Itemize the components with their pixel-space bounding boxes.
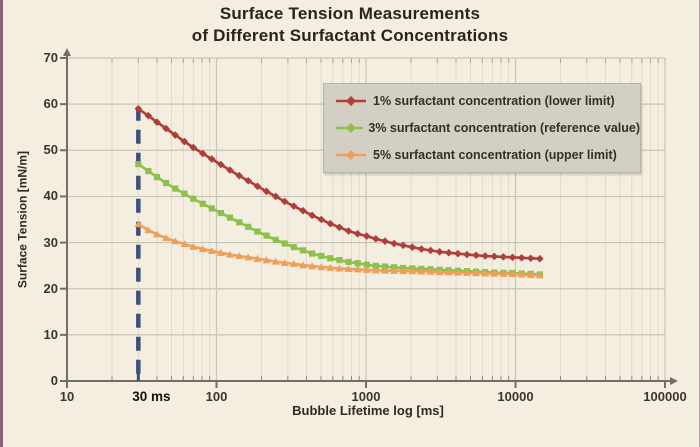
y-tick-label-30: 30	[43, 234, 58, 250]
y-tick-label-0: 0	[50, 373, 58, 388]
series-2	[135, 161, 543, 278]
chart-title: Surface Tension Measurements of Differen…	[0, 3, 700, 48]
x-tick-label-1000: 1000	[351, 389, 381, 404]
gridlines	[67, 57, 666, 381]
legend-item-1pct: 1% surfactant concentration (lower limit…	[334, 94, 640, 108]
left-edge-strip	[0, 0, 3, 447]
y-tick-label-20: 20	[43, 280, 58, 296]
x-tick-label-10000: 10000	[497, 389, 534, 404]
y-tick-label-70: 70	[43, 50, 58, 65]
legend-item-5pct: 5% surfactant concentration (upper limit…	[334, 148, 640, 162]
x-tick-label-10: 10	[59, 389, 75, 404]
legend-item-3pct: 3% surfactant concentration (reference v…	[334, 121, 640, 135]
legend: 1% surfactant concentration (lower limit…	[323, 83, 641, 173]
legend-label: 5% surfactant concentration (upper limit…	[373, 147, 617, 162]
axes	[60, 48, 678, 388]
legend-label: 3% surfactant concentration (reference v…	[368, 120, 640, 135]
legend-marker-diamond-icon	[336, 96, 366, 107]
x-tick-label-100: 100	[205, 389, 228, 404]
y-tick-label-50: 50	[43, 142, 58, 158]
legend-label: 1% surfactant concentration (lower limit…	[373, 94, 615, 109]
x-axis-title: Bubble Lifetime log [ms]	[292, 403, 444, 418]
chart-title-line2: of Different Surfactant Concentrations	[191, 26, 509, 46]
legend-marker-triangle-icon	[336, 149, 366, 160]
series-3	[134, 220, 544, 279]
y-tick-label-60: 60	[43, 96, 58, 112]
legend-marker-square-icon	[336, 122, 364, 133]
series-1	[134, 104, 544, 263]
x-tick-label-100000: 100000	[643, 389, 687, 404]
x-tick-label-30: 30 ms	[132, 389, 171, 404]
y-tick-label-40: 40	[43, 188, 58, 204]
y-tick-label-10: 10	[43, 326, 58, 342]
chart-title-line1: Surface Tension Measurements	[219, 4, 481, 23]
